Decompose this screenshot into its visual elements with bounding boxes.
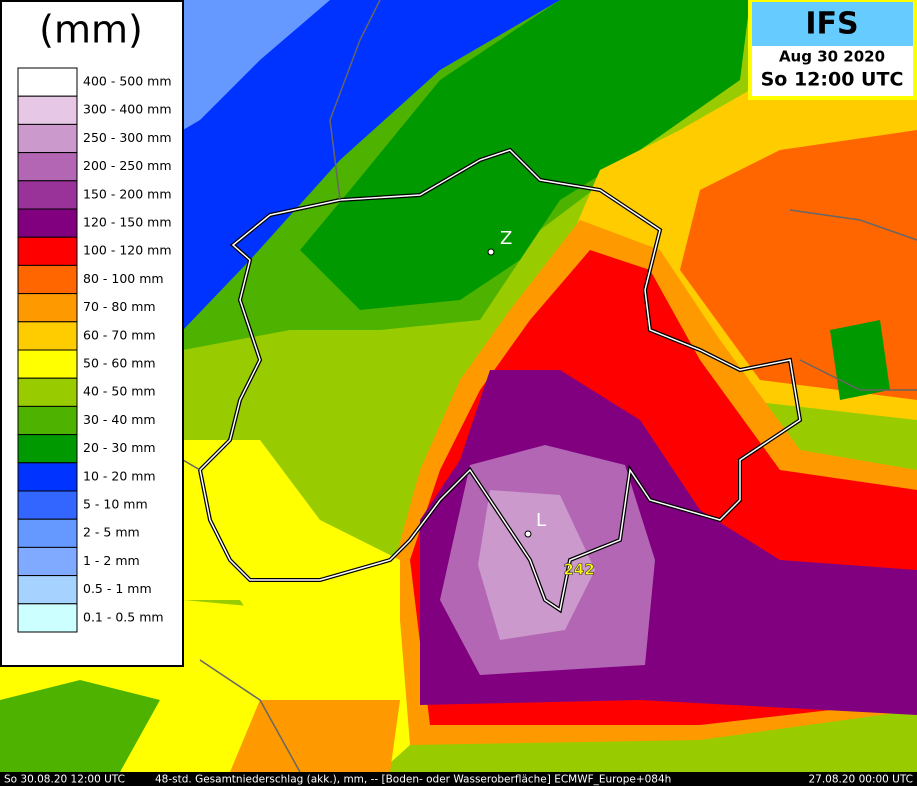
legend-swatch xyxy=(17,95,78,125)
legend-label: 40 - 50 mm xyxy=(83,384,156,399)
legend-swatch xyxy=(17,518,78,548)
footer: So 30.08.20 12:00 UTC 48-std. Gesamtnied… xyxy=(0,772,917,786)
legend-swatch xyxy=(17,462,78,492)
legend-label: 0.5 - 1 mm xyxy=(83,581,152,596)
legend-swatch xyxy=(17,546,78,577)
place-label: Z xyxy=(500,228,512,249)
legend-swatch xyxy=(17,208,78,238)
legend-label: 120 - 150 mm xyxy=(83,215,172,230)
legend-swatch xyxy=(17,264,78,295)
time: So 12:00 UTC xyxy=(761,69,904,91)
legend-swatch xyxy=(17,180,78,210)
legend-swatch xyxy=(17,405,78,436)
legend-label: 50 - 60 mm xyxy=(83,356,156,371)
legend-title: (mm) xyxy=(39,8,143,52)
legend-swatch xyxy=(17,603,78,633)
legend-label: 250 - 300 mm xyxy=(83,130,172,145)
legend-swatch xyxy=(17,349,78,379)
legend-label: 80 - 100 mm xyxy=(83,271,164,286)
place-dot xyxy=(487,248,495,256)
legend-label: 1 - 2 mm xyxy=(83,553,140,568)
legend-label: 70 - 80 mm xyxy=(83,299,156,314)
legend-swatch xyxy=(17,67,78,97)
legend-label: 30 - 40 mm xyxy=(83,412,156,427)
legend-label: 60 - 70 mm xyxy=(83,327,156,342)
place-dot xyxy=(524,530,532,538)
legend-label: 0.1 - 0.5 mm xyxy=(83,609,164,624)
legend-label: 20 - 30 mm xyxy=(83,440,156,455)
legend-swatch xyxy=(17,152,78,182)
footer-run: 27.08.20 00:00 UTC xyxy=(808,774,913,786)
legend-swatch xyxy=(17,377,78,407)
legend-swatch xyxy=(17,575,78,605)
legend-swatch xyxy=(17,434,78,464)
legend: (mm) 400 - 500 mm 300 - 400 mm 250 - 300 m… xyxy=(0,0,184,667)
legend-label: 2 - 5 mm xyxy=(83,525,140,540)
model-name: IFS xyxy=(805,7,858,42)
legend-swatch xyxy=(17,490,78,520)
borders xyxy=(182,0,917,773)
legend-label: 5 - 10 mm xyxy=(83,497,148,512)
legend-swatch xyxy=(17,236,78,266)
legend-label: 400 - 500 mm xyxy=(83,74,172,89)
legend-swatch xyxy=(17,123,78,154)
header-box: IFS Aug 30 2020 So 12:00 UTC xyxy=(748,0,917,100)
legend-label: 300 - 400 mm xyxy=(83,102,172,117)
legend-label: 100 - 120 mm xyxy=(83,243,172,258)
legend-swatch xyxy=(17,321,78,351)
legend-swatch xyxy=(17,293,78,323)
max-value: 242 xyxy=(563,561,594,579)
date: Aug 30 2020 xyxy=(779,48,885,66)
footer-description: 48-std. Gesamtniederschlag (akk.), mm, -… xyxy=(155,774,671,786)
place-label: L xyxy=(536,510,546,531)
legend-label: 150 - 200 mm xyxy=(83,186,172,201)
legend-label: 200 - 250 mm xyxy=(83,158,172,173)
footer-valid: So 30.08.20 12:00 UTC xyxy=(4,774,125,786)
legend-label: 10 - 20 mm xyxy=(83,468,156,483)
